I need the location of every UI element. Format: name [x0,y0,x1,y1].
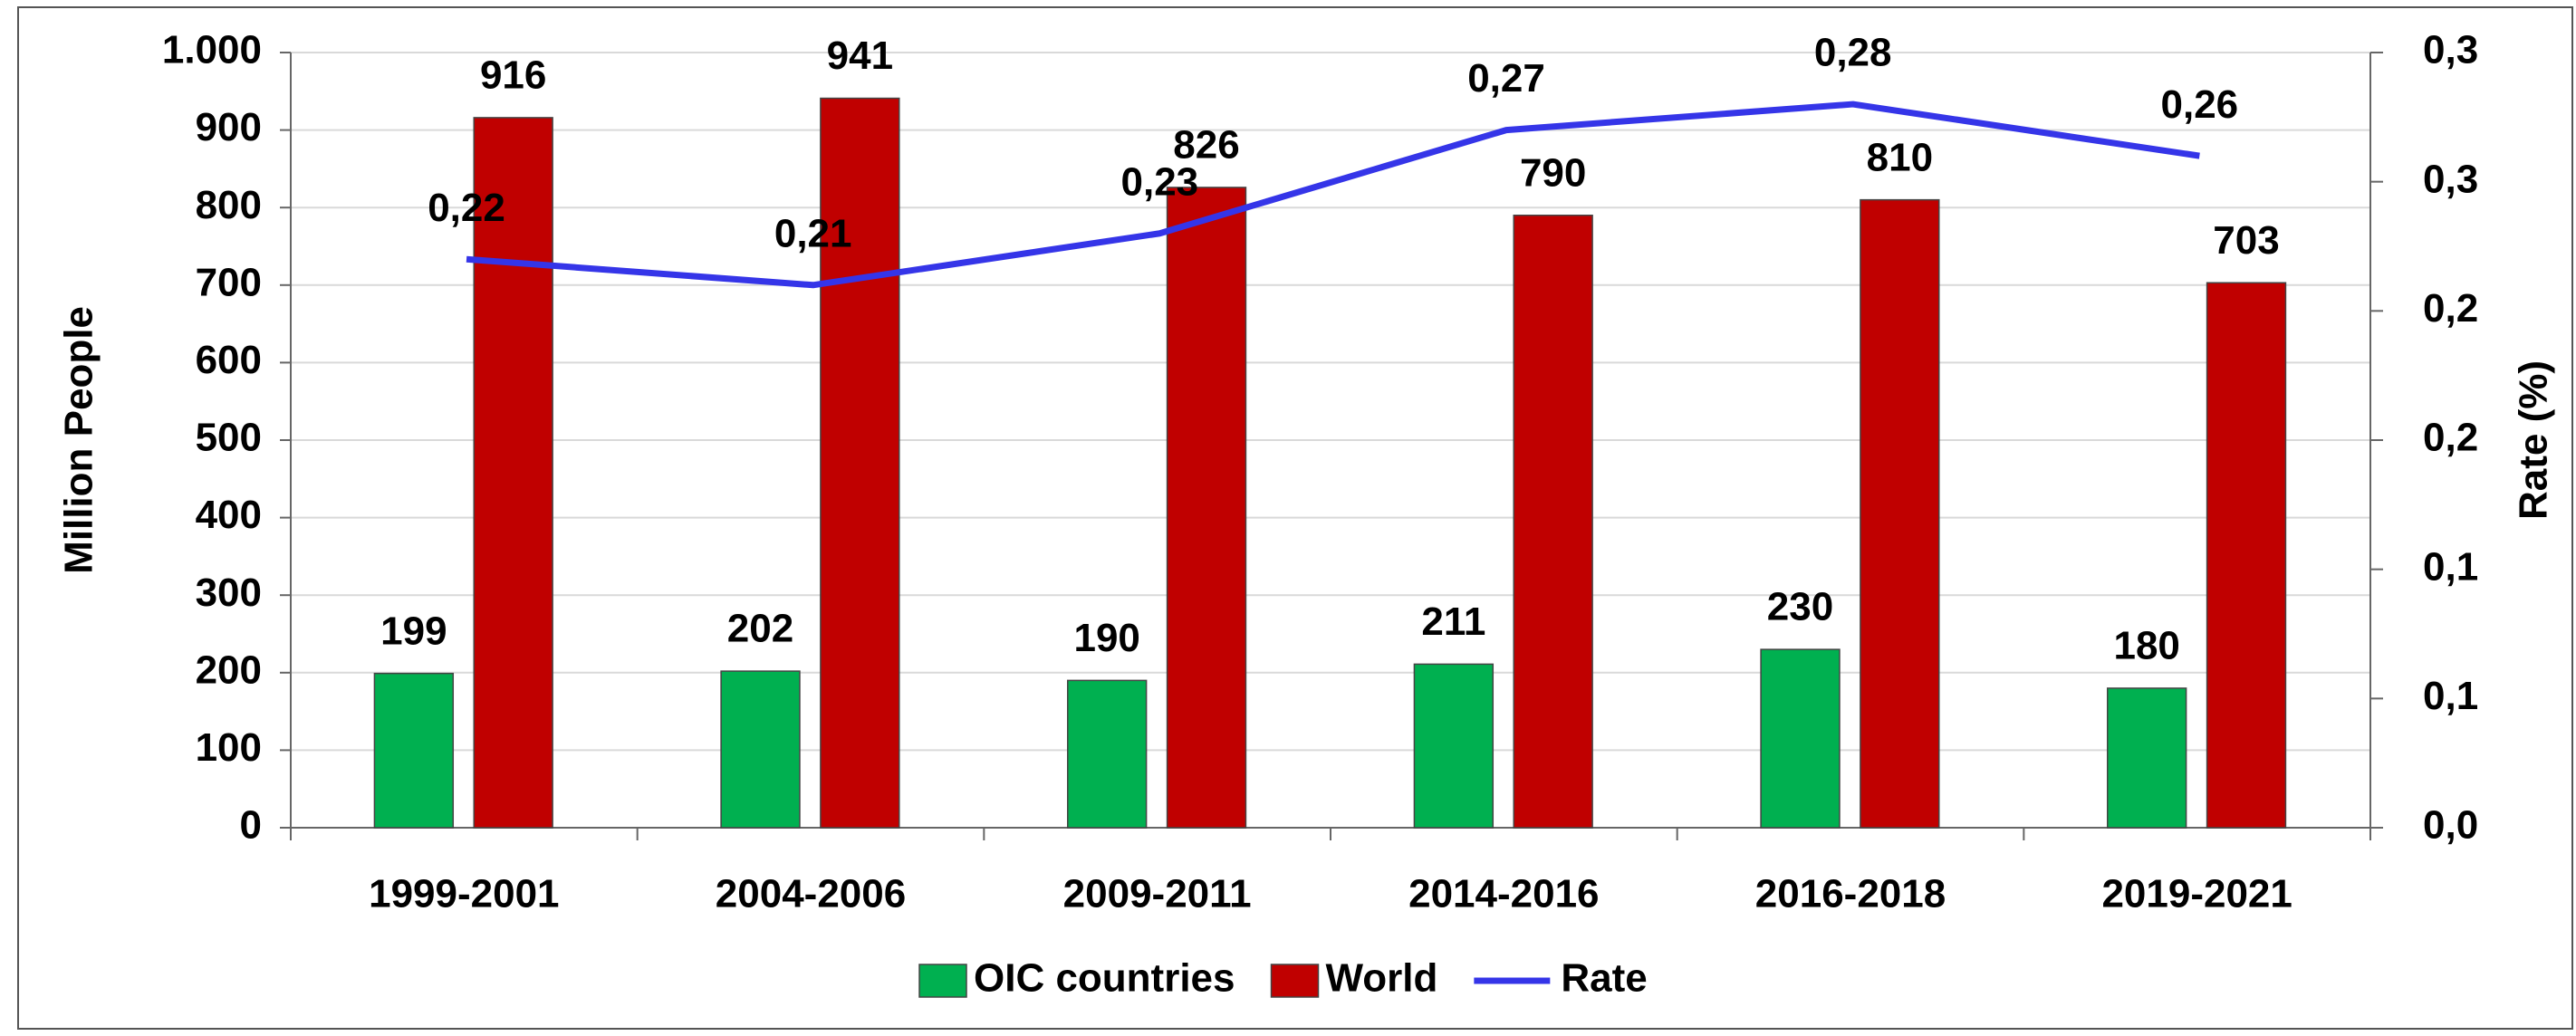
bar [1066,679,1148,829]
y2-axis-label: Rate (%) [2512,360,2556,520]
y-tick-label: 100 [196,725,262,770]
rate-label: 0,26 [2161,82,2239,127]
data-label: 202 [727,607,793,651]
y-tick-label: 900 [196,105,262,149]
y-tick-label: 400 [196,493,262,537]
y2-tick-label: 0,2 [2423,416,2478,460]
legend-label: OIC countries [974,956,1235,1001]
bar [1166,187,1247,829]
data-label: 810 [1867,135,1933,179]
rate-label: 0,22 [428,186,505,230]
legend-swatch [1270,964,1320,998]
legend-swatch [918,964,967,998]
legend-label: World [1326,956,1438,1001]
bar [2106,687,2187,829]
bar [1413,663,1495,829]
y2-tick-label: 0,1 [2423,544,2478,589]
data-label: 790 [1520,150,1586,195]
bar [1513,215,1593,829]
bar [473,117,553,829]
bar [720,670,801,829]
x-tick-label: 2014-2016 [1408,872,1599,916]
bar [1860,198,1940,829]
y-tick-label: 700 [196,260,262,304]
line [466,101,2200,289]
bar [2206,282,2287,829]
data-label: 916 [480,53,546,98]
x-tick-label: 1999-2001 [369,872,559,916]
y2-tick-label: 0,1 [2423,674,2478,718]
bar [373,672,455,829]
rate-label: 0,23 [1121,159,1199,204]
data-label: 941 [827,34,893,78]
bar [1760,648,1841,829]
bar [820,97,900,829]
y-tick-label: 800 [196,183,262,227]
y-tick-label: 1.000 [162,28,262,72]
data-label: 230 [1767,585,1833,629]
data-label: 826 [1173,123,1239,168]
y-tick-label: 0 [240,803,262,848]
x-tick-label: 2004-2006 [716,872,906,916]
data-label: 703 [2213,218,2279,263]
y-axis-label: Million People [57,306,101,574]
data-label: 180 [2113,624,2179,668]
x-tick-label: 2016-2018 [1755,872,1946,916]
y2-tick-label: 0,0 [2423,803,2478,848]
rate-label: 0,27 [1467,56,1545,101]
y-tick-label: 500 [196,416,262,460]
y2-tick-label: 0,2 [2423,286,2478,331]
x-tick-label: 2019-2021 [2101,872,2292,916]
y2-tick-label: 0,3 [2423,157,2478,201]
y-tick-label: 300 [196,571,262,615]
rate-label: 0,21 [774,211,852,255]
data-label: 211 [1421,600,1485,644]
data-label: 190 [1073,616,1139,660]
y-tick-label: 600 [196,338,262,382]
y2-tick-label: 0,3 [2423,28,2478,72]
y-tick-label: 200 [196,648,262,692]
rate-label: 0,28 [1814,31,1892,75]
legend-label: Rate [1561,956,1647,1001]
x-tick-label: 2009-2011 [1063,872,1252,916]
data-label: 199 [380,609,447,653]
